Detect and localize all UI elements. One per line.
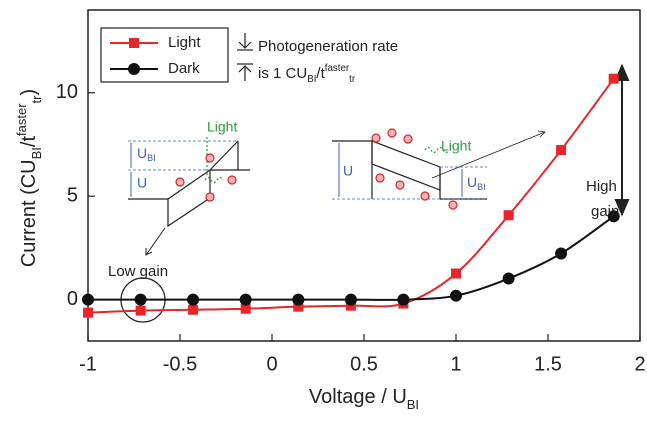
inset-label-part: U [467, 174, 477, 190]
marker [608, 73, 619, 84]
annotation: High [586, 178, 617, 195]
series-line [88, 215, 615, 301]
inset-right [332, 128, 487, 210]
x-axis-label-part: Voltage / U [309, 386, 407, 408]
y-axis-label-part: tr [29, 95, 44, 104]
marker [293, 301, 304, 312]
annotation-part: Photogeneration rate [258, 38, 398, 55]
inset-label: UBI [467, 174, 486, 193]
marker [83, 307, 93, 318]
legend-box [100, 27, 229, 83]
high-gain-arrow [614, 63, 630, 217]
marker [239, 293, 252, 306]
marker [450, 289, 462, 302]
marker [503, 210, 514, 221]
y-tick-label: 0 [67, 288, 78, 310]
marker [344, 293, 357, 306]
x-tick-label: -0.5 [163, 353, 197, 375]
x-tick-label: 1 [450, 353, 461, 375]
marker [187, 293, 200, 306]
marker [556, 145, 567, 156]
y-axis-label-part: Current (CU [18, 159, 40, 267]
legend-label: Dark [168, 60, 200, 77]
annotation: Photogeneration rate [258, 38, 398, 55]
inset-label-part: BI [477, 182, 486, 192]
series-line [87, 78, 615, 314]
x-tick-label: 1.5 [534, 353, 562, 375]
annotation-part: tr [349, 74, 356, 85]
inset-label: Light [207, 119, 237, 135]
y-axis-label-part: /t [18, 136, 40, 148]
marker [292, 293, 305, 306]
inset-pointer [431, 130, 546, 179]
inset-label: U [137, 175, 147, 191]
y-tick-label: 5 [67, 184, 78, 206]
x-axis-label-part: BI [407, 397, 419, 412]
x-tick-label: 0 [266, 353, 277, 375]
annotation: is 1 CUBI/tfastertr [258, 63, 356, 85]
annotation-part: is 1 CU [258, 65, 307, 82]
inset-left [128, 135, 250, 228]
marker [451, 268, 461, 279]
marker [134, 293, 147, 306]
legend-label: Light [168, 34, 201, 51]
inset-label: UBI [137, 145, 156, 164]
x-tick-label: -1 [79, 353, 97, 375]
legend-marker [129, 38, 139, 48]
marker [607, 210, 620, 223]
y-axis-label: Current (CUBI/tfastertr) [14, 89, 44, 267]
marker [135, 305, 146, 316]
annotation: Low gain [108, 263, 168, 280]
annotation: gain [591, 203, 619, 220]
inset-label: Light [441, 138, 471, 154]
marker [502, 272, 515, 285]
photogeneration-symbol [237, 33, 253, 81]
marker [555, 247, 568, 260]
low-gain-arrow [145, 227, 166, 256]
y-axis-label-part: BI [29, 147, 44, 159]
y-axis-label-part: faster [14, 103, 29, 136]
annotation-part: faster [325, 63, 350, 74]
y-tick-label: 10 [56, 81, 78, 103]
annotation-part: BI [307, 74, 316, 85]
x-axis-label: Voltage / UBI [309, 386, 419, 412]
x-tick-label: 2 [634, 353, 645, 375]
marker [82, 293, 94, 306]
y-axis-label-part: ) [18, 89, 40, 96]
inset-label: U [343, 163, 353, 179]
marker [240, 303, 251, 314]
annotation-part: /t [316, 65, 325, 82]
inset-label-part: BI [147, 153, 156, 163]
marker [188, 304, 199, 315]
inset-label-part: U [137, 145, 147, 161]
marker [397, 293, 410, 306]
legend-marker [128, 63, 140, 75]
x-tick-label: 0.5 [350, 353, 378, 375]
